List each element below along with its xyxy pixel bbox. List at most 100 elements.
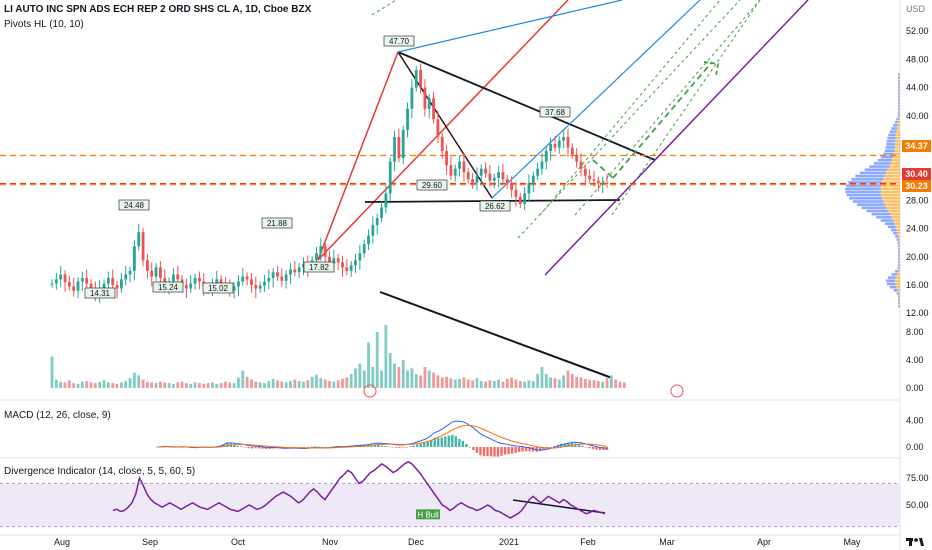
macd-hist-bar [521,447,524,452]
candle-body [323,246,327,257]
candle-body [562,136,566,141]
candle-body [215,279,219,285]
volume-bar [163,382,167,388]
volume-bar [501,381,505,388]
vp-bar-up [898,111,900,114]
volume-bar [523,381,527,388]
volume-bar [72,383,76,388]
candle-body [410,87,414,109]
volume-bar [67,380,71,388]
macd-hist-bar [444,436,447,447]
candle-body [388,161,392,194]
projection-2 [612,61,713,179]
volume-bar [258,382,262,388]
macd-hist-bar [222,444,225,447]
macd-hist-bar [437,438,440,447]
price-badge-30-40: 30.40 [902,168,931,180]
vp-bar-down [898,269,900,273]
candle-body [302,263,305,268]
candle-body [254,285,258,289]
vp-bar-down [895,139,900,143]
candle-body [362,244,366,254]
time-tick-label: 2021 [499,537,519,547]
vp-bar-down [897,273,900,276]
volume-bar [393,363,396,388]
vp-bar-down [899,79,900,83]
vp-bar-down [897,231,900,235]
volume-bar [479,381,483,388]
candle-body [137,232,141,247]
divergence-label[interactable]: Divergence Indicator (14, close, 5, 5, 6… [4,466,196,477]
macd-hist-bar [261,447,264,449]
candle-body [158,267,162,278]
vp-bar-down [899,304,900,308]
candle-body [76,281,80,291]
pivots-indicator-label[interactable]: Pivots HL (10, 10) [4,19,84,30]
candle-body [293,269,297,273]
macd-hist-bar [240,446,243,447]
candle-body [414,69,418,88]
candle-body [128,270,132,275]
macd-hist-bar [553,446,556,447]
volume-bar [167,383,171,388]
volume-bar [449,378,453,388]
macd-hist-bar [324,447,327,448]
candle-body [579,161,583,169]
volume-bar [432,372,435,388]
volume-bar [306,380,310,388]
macd-hist-bar [602,447,605,451]
vp-bar-up [880,155,894,159]
pitchfork-drawing [0,0,900,514]
pivot-label-bg [303,261,335,273]
candle-body [536,168,540,176]
axes: 52.0048.0044.0040.0036.0032.0028.0024.00… [54,26,929,547]
volume-bar [250,379,253,388]
candle-body [497,172,501,178]
candle-body [440,136,444,152]
vp-bar-up [866,209,889,213]
vp-bar-up [895,269,899,273]
vp-bar-up [855,174,885,178]
macd-label[interactable]: MACD (12, 26, close, 9) [4,410,111,421]
macd-hist-bar [493,447,496,457]
macd-hist-bar [454,436,458,447]
candle-body [527,182,531,194]
vp-bar-down [899,295,900,298]
vp-bar-up [889,285,897,289]
macd-hist-bar [468,447,472,448]
vp-bar-down [890,212,900,216]
candle-body [185,285,188,289]
volume-bar [106,382,110,388]
volume-bar [293,379,297,388]
candle-body [63,274,67,283]
macd-tick-label: 4.00 [906,416,924,426]
volume-bar [228,382,232,388]
vp-bar-up [887,276,896,279]
vp-bar-up [876,216,892,219]
divergence-band [0,483,900,527]
volume-bar [271,378,275,388]
vp-bar-down [888,209,900,213]
candle-body [250,279,253,285]
candle-body [237,281,240,287]
vp-bar-up [890,228,897,232]
candle-body [406,108,409,130]
candle-body [72,286,76,291]
volume-bar [583,378,587,388]
volume-bar [215,383,219,388]
pivot-label-bg [539,106,571,118]
price-tick-label: 16.00 [906,280,929,290]
volume-bar [93,383,97,388]
volume-bar [115,383,119,388]
macd-hist-bar [377,444,380,447]
candle-body [111,277,115,285]
vp-bar-up [897,266,900,270]
volume-bar [427,370,431,388]
volume-bar [132,372,136,388]
vp-bar-up [898,85,900,89]
handle-red-left [317,51,399,261]
vp-bar-up [898,98,900,102]
candle-body [271,272,275,278]
candle-body [518,196,522,204]
